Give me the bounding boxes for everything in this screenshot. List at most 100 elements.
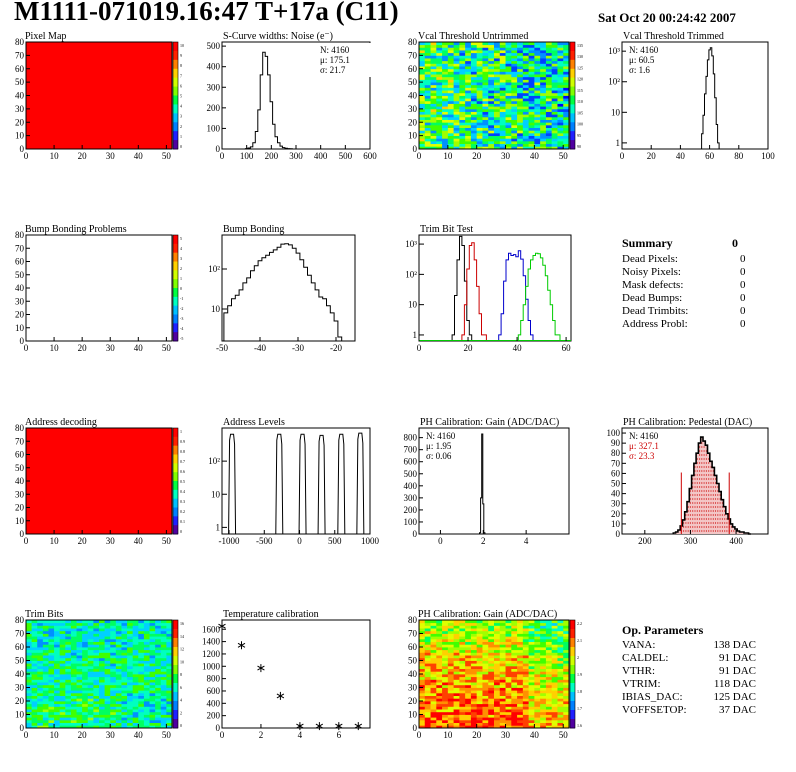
heatmap-cell (494, 76, 501, 80)
heatmap-cell (166, 663, 173, 667)
heatmap-cell (534, 44, 541, 48)
heatmap-cell (424, 132, 431, 137)
heatmap-cell (42, 630, 49, 634)
heatmap-cell (545, 92, 553, 96)
heatmap-cell (511, 636, 518, 640)
heatmap-cell (528, 674, 535, 678)
heatmap-cell (505, 122, 512, 126)
heatmap-cell (155, 625, 162, 629)
y-tick-label: 10² (208, 456, 220, 466)
heatmap-cell (545, 701, 553, 705)
heatmap-cell (459, 119, 466, 123)
heatmap-cell (419, 655, 426, 659)
heatmap-cell (505, 717, 512, 721)
heatmap-cell (540, 98, 547, 102)
heatmap-cell (476, 135, 483, 139)
heatmap-cell (517, 87, 524, 91)
heatmap-cell (424, 630, 431, 634)
heatmap-cell (465, 692, 472, 696)
heatmap-cell (31, 709, 38, 713)
heatmap-cell (528, 636, 535, 640)
hatch-dot (696, 502, 698, 504)
heatmap-cell (476, 146, 483, 150)
heatmap-cell (65, 682, 72, 686)
heatmap-cell (470, 90, 478, 94)
heatmap-cell (436, 130, 443, 134)
heatmap-cell (557, 74, 564, 78)
y-tick-label: 60 (15, 642, 25, 652)
x-tick-label: 0 (24, 343, 29, 353)
heatmap-cell (54, 655, 61, 659)
heatmap-cell (545, 719, 553, 723)
heatmap-cell (476, 690, 483, 694)
heatmap-cell (87, 644, 94, 648)
heatmap-cell (76, 692, 83, 696)
heatmap-cell (505, 630, 512, 634)
heatmap-cell (557, 68, 564, 72)
hatch-dot (692, 530, 694, 532)
heatmap-cell (453, 68, 460, 72)
heatmap-cell (470, 625, 478, 629)
color-scale-label: 0.4 (180, 489, 185, 494)
heatmap-cell (470, 725, 478, 729)
heatmap-cell (528, 663, 535, 667)
heatmap-cell (82, 655, 89, 659)
heatmap-cell (424, 633, 431, 637)
heatmap-cell (70, 633, 77, 637)
heatmap-cell (545, 66, 553, 70)
heatmap-cell (42, 717, 49, 721)
heatmap-cell (430, 114, 437, 118)
hatch-dot (696, 466, 698, 468)
heatmap-cell (442, 628, 449, 632)
heatmap-cell (505, 711, 512, 715)
hatch-dot (710, 506, 712, 508)
heatmap-cell (540, 52, 547, 56)
heatmap-cell (522, 655, 530, 659)
heatmap-cell (115, 644, 122, 648)
heatmap-cell (534, 114, 541, 118)
heatmap-cell (488, 668, 495, 672)
heatmap-cell (143, 671, 150, 675)
hatch-dot (696, 510, 698, 512)
heatmap-cell (557, 668, 564, 672)
heatmap-cell (42, 633, 49, 637)
heatmap-cell (499, 622, 506, 626)
heatmap-cell (138, 636, 145, 640)
heatmap-cell (424, 135, 431, 139)
heatmap-cell (534, 63, 541, 67)
heatmap-cell (442, 76, 449, 80)
heatmap-cell (528, 633, 535, 637)
heatmap-cell (534, 692, 541, 696)
heatmap-cell (488, 660, 495, 664)
heatmap-cell (110, 628, 117, 632)
heatmap-cell (557, 719, 564, 723)
heatmap-cell (522, 622, 530, 626)
heatmap-cell (557, 119, 564, 123)
heatmap-cell (442, 663, 449, 667)
heatmap-cell (99, 722, 106, 726)
heatmap-cell (499, 79, 506, 83)
heatmap-cell (149, 625, 156, 629)
hatch-dot (712, 490, 714, 492)
heatmap-cell (160, 698, 167, 702)
hatch-dot (721, 518, 724, 520)
hatch-dot (701, 458, 703, 460)
color-scale-cell (570, 647, 575, 657)
heatmap-cell (430, 82, 437, 86)
heatmap-cell (37, 649, 44, 653)
heatmap-cell (99, 647, 106, 651)
heatmap-cell (505, 140, 512, 145)
heatmap-cell (447, 717, 455, 721)
heatmap-cell (459, 647, 466, 651)
heatmap-cell (419, 111, 426, 115)
color-scale-cell (173, 647, 178, 657)
x-tick-label: 30 (106, 730, 116, 740)
heatmap-cell (540, 42, 547, 46)
histogram-series (451, 235, 473, 341)
heatmap-cell (160, 620, 167, 624)
heatmap-cell (424, 628, 431, 632)
x-tick-label: 200 (638, 536, 652, 546)
heatmap-cell (563, 674, 570, 678)
hatch-dot (705, 474, 708, 476)
